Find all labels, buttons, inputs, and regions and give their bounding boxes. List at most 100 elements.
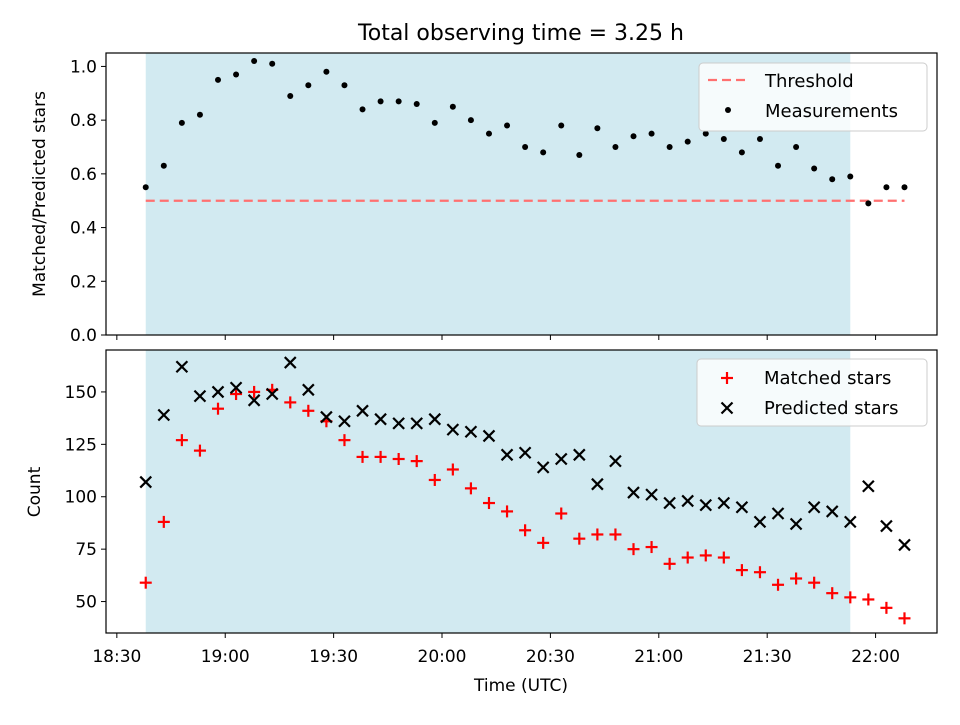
matched-star-point xyxy=(446,463,459,476)
predicted-star-point xyxy=(518,446,532,459)
measurement-point xyxy=(666,144,673,150)
predicted-star-point xyxy=(356,404,369,418)
measurement-point xyxy=(305,82,312,89)
measurement-point xyxy=(377,98,384,105)
top-y-axis-label: Matched/Predicted stars xyxy=(30,91,50,297)
chart-title: Total observing time = 3.25 h xyxy=(357,21,684,46)
predicted-star-point xyxy=(500,448,514,462)
top-legend: Threshold Measurements xyxy=(698,62,928,132)
predicted-star-point xyxy=(211,385,225,399)
x-tick-label: 21:30 xyxy=(743,647,792,667)
y-tick-label: 0.6 xyxy=(70,165,97,185)
legend-threshold-label: Threshold xyxy=(764,71,854,92)
top-panel: 0.0 0.2 0.4 0.6 0.8 1.0 Matched/Predicted sta… xyxy=(30,52,938,346)
predicted-star-point xyxy=(825,505,839,518)
predicted-star-point xyxy=(482,429,496,443)
measurement-point xyxy=(142,184,149,191)
matched-star-point xyxy=(139,576,152,589)
measurement-point xyxy=(738,149,745,156)
matched-star-point xyxy=(844,591,857,604)
y-tick-label: 0.4 xyxy=(70,219,97,239)
matched-star-point xyxy=(374,450,387,463)
measurement-point xyxy=(504,122,511,129)
y-tick-label: 75 xyxy=(75,540,97,560)
legend-matched-swatch xyxy=(721,372,733,384)
predicted-star-point xyxy=(338,414,351,428)
matched-star-point xyxy=(157,515,170,528)
y-tick-label: 1.0 xyxy=(70,57,97,77)
measurement-point xyxy=(341,82,348,89)
predicted-star-point xyxy=(410,417,423,430)
predicted-star-point xyxy=(374,412,387,426)
measurement-point xyxy=(865,200,872,207)
top-measurement-points xyxy=(142,58,908,207)
predicted-star-point xyxy=(464,425,478,439)
measurement-point xyxy=(612,144,619,150)
legend-predicted-label: Predicted stars xyxy=(764,398,898,419)
predicted-star-point xyxy=(789,517,803,531)
x-tick-label: 20:30 xyxy=(526,647,575,667)
predicted-star-point xyxy=(862,479,875,493)
matched-star-point xyxy=(410,455,423,468)
predicted-star-point xyxy=(663,496,676,510)
measurement-point xyxy=(359,106,366,113)
matched-star-point xyxy=(772,578,785,591)
matched-star-point xyxy=(248,385,261,398)
measurement-point xyxy=(901,184,908,191)
x-tick-label: 22:00 xyxy=(851,647,900,667)
y-tick-label: 150 xyxy=(65,383,97,403)
predicted-star-point xyxy=(699,498,713,512)
matched-star-point xyxy=(573,532,586,545)
matched-star-point xyxy=(302,404,315,417)
measurement-point xyxy=(178,119,185,126)
y-tick-label: 100 xyxy=(65,488,97,508)
y-tick-label: 125 xyxy=(65,435,97,455)
bottom-legend-box xyxy=(696,358,928,427)
bottom-x-ticks: 18:30 19:00 19:30 20:00 20:30 21:00 21:30 22:00 xyxy=(92,633,900,667)
x-tick-label: 19:00 xyxy=(201,647,250,667)
top-axes-frame xyxy=(105,52,938,336)
predicted-star-point xyxy=(157,408,171,422)
predicted-star-point xyxy=(283,356,297,369)
measurement-point xyxy=(269,60,276,67)
measurement-point xyxy=(522,144,529,150)
predicted-star-point xyxy=(591,477,604,491)
bottom-y-ticks: 50 75 100 125 150 xyxy=(65,383,106,613)
predicted-star-point xyxy=(717,496,731,510)
legend-matched-label: Matched stars xyxy=(764,368,891,389)
matched-star-point xyxy=(193,444,206,457)
bottom-panel: 50 75 100 125 150 18:30 19:00 19:30 20:00 20:30 2… xyxy=(25,349,938,696)
predicted-star-point xyxy=(446,423,460,436)
predicted-star-point xyxy=(645,488,658,501)
bottom-axes-frame xyxy=(105,349,938,634)
measurement-point xyxy=(648,130,655,137)
matched-star-point xyxy=(338,434,351,447)
predicted-star-point xyxy=(898,538,911,552)
measurement-point xyxy=(558,122,565,129)
measurement-point xyxy=(720,135,727,142)
predicted-star-point xyxy=(302,383,315,397)
x-tick-label: 21:00 xyxy=(634,647,683,667)
bottom-y-axis-label: Count xyxy=(25,466,45,517)
matched-star-point xyxy=(482,497,495,510)
matched-star-point xyxy=(645,541,658,554)
legend-predicted-swatch xyxy=(720,401,734,415)
legend-measurements-label: Measurements xyxy=(765,101,898,122)
matched-star-point xyxy=(735,564,748,577)
matched-star-point xyxy=(898,612,911,625)
measurement-point xyxy=(287,92,294,99)
predicted-star-point xyxy=(753,515,767,529)
x-tick-label: 19:30 xyxy=(309,647,358,667)
matched-star-point xyxy=(555,507,568,520)
matched-star-point xyxy=(519,524,532,537)
measurement-point xyxy=(431,119,438,126)
matched-star-point xyxy=(790,572,803,585)
top-x-ticks xyxy=(116,335,877,340)
matched-star-point xyxy=(392,453,405,466)
predicted-star-point xyxy=(554,452,568,466)
legend-measurements-swatch xyxy=(725,107,731,113)
legend-matched-marker xyxy=(721,372,733,384)
measurement-point xyxy=(594,125,601,132)
x-tick-label: 20:00 xyxy=(418,647,467,667)
matched-star-point xyxy=(681,551,694,564)
